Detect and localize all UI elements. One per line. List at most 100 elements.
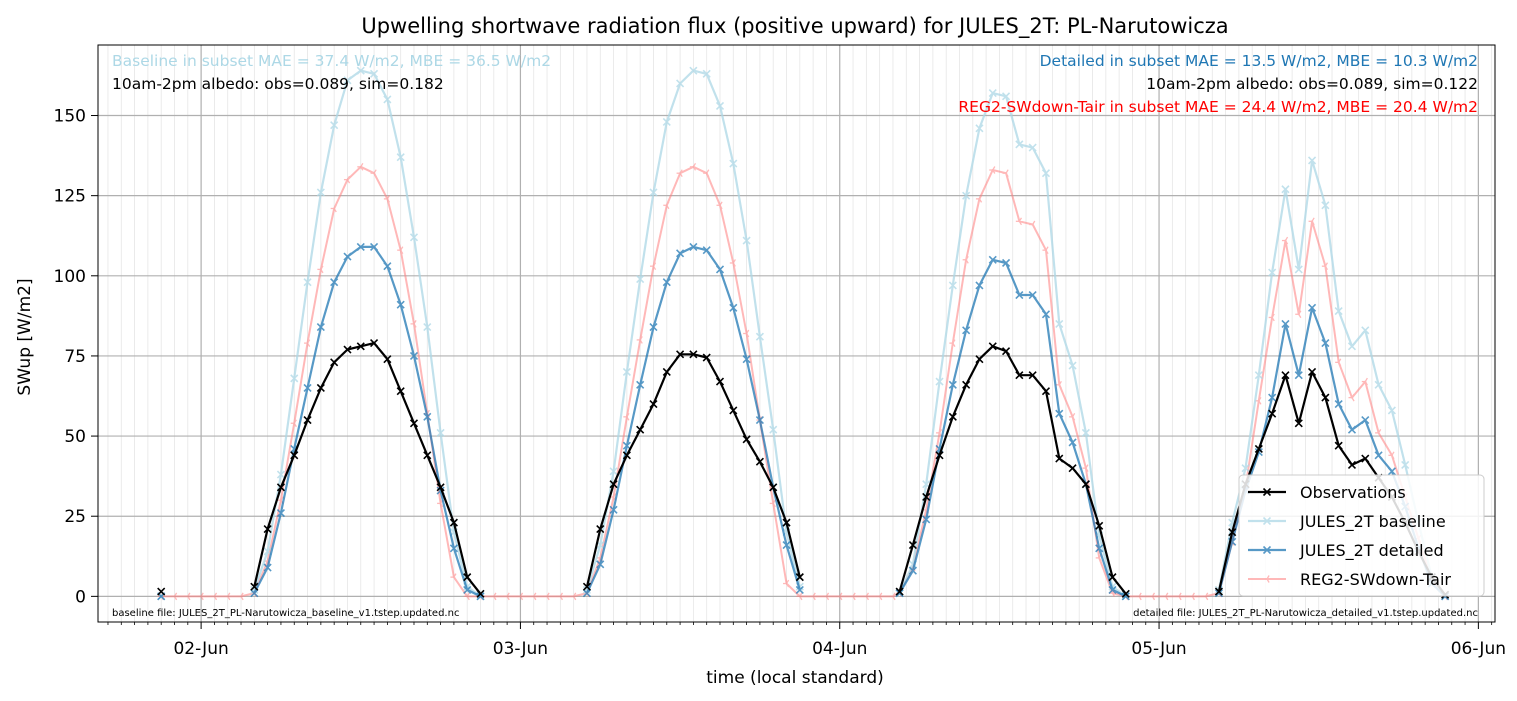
observations-point	[1361, 454, 1370, 463]
reg2-swdown-tair-point	[1018, 220, 1023, 226]
reg2-swdown-tair-point	[1284, 236, 1289, 241]
observations-point	[463, 573, 472, 582]
reg2-swdown-tair-point	[360, 166, 364, 171]
reg2-swdown-tair-point	[546, 596, 550, 601]
jules-2t-baseline-point	[1068, 361, 1077, 370]
reg2-swdown-tair-point	[706, 172, 710, 178]
series-layer	[157, 66, 1450, 601]
reg2-swdown-tair-point	[519, 592, 524, 597]
reg2-swdown-tair-point	[1045, 246, 1049, 251]
series-observations	[157, 339, 1450, 599]
observations-point	[962, 380, 971, 389]
reg2-swdown-tair-point	[865, 596, 870, 601]
jules-2t-baseline-point	[1387, 406, 1396, 415]
reg2-swdown-tair-point	[1178, 596, 1182, 601]
observations-point	[1095, 521, 1104, 530]
observations-point	[689, 350, 698, 359]
jules-2t-detailed-point	[356, 242, 365, 252]
reg2-swdown-tair-point	[293, 422, 297, 428]
reg2-swdown-tair-point	[559, 596, 563, 601]
reg2-swdown-tair-point	[879, 592, 883, 597]
reg2-swdown-tair-point	[1058, 380, 1062, 386]
reg2-swdown-tair-point	[892, 592, 896, 597]
reg2-swdown-tair-point	[719, 201, 723, 206]
reg2-swdown-tair-point	[346, 175, 351, 180]
reg2-swdown-tair-point	[1298, 310, 1302, 315]
reg2-swdown-tair-point	[546, 592, 550, 597]
jules-2t-detailed-point	[1068, 438, 1077, 447]
reg2-swdown-tair-point	[493, 592, 497, 597]
reg2-swdown-tair-point	[652, 265, 657, 271]
jules-2t-detailed-point	[1108, 585, 1117, 595]
legend-label-observations: Observations	[1300, 483, 1406, 502]
jules-2t-baseline-point	[975, 124, 984, 133]
jules-2t-detailed-point	[895, 589, 904, 598]
jules-2t-baseline-point	[396, 153, 405, 162]
jules-2t-detailed-point	[742, 355, 751, 364]
plot-frame	[97, 44, 1496, 623]
reg2-swdown-tair-point	[1311, 220, 1315, 226]
legend-label-jules-2t-baseline: JULES_2T baseline	[1299, 512, 1446, 532]
observations-point	[409, 419, 419, 428]
reg2-swdown-tair-point	[865, 592, 870, 597]
reg2-swdown-tair-point	[719, 204, 723, 210]
reg2-swdown-tair-point	[333, 204, 337, 209]
jules-2t-detailed-point	[1347, 425, 1357, 434]
reg2-swdown-tair-point	[746, 329, 750, 334]
jules-2t-detailed-point	[922, 515, 931, 524]
jules-2t-baseline-point	[370, 69, 379, 78]
jules-2t-detailed-point	[423, 412, 432, 421]
jules-2t-detailed-point	[1028, 290, 1037, 300]
jules-2t-baseline-point	[1374, 380, 1383, 389]
jules-2t-baseline-point	[383, 95, 392, 104]
jules-2t-detailed-point	[702, 246, 711, 255]
legend: Observations JULES_2T baseline JULES_2T de…	[1238, 474, 1485, 597]
observations-point	[343, 345, 352, 354]
reg2-swdown-tair-point	[453, 576, 457, 581]
reg2-swdown-tair-point	[306, 339, 311, 344]
observations-point	[649, 399, 658, 409]
reg2-swdown-tair-point	[1005, 172, 1009, 178]
reg2-swdown-tair-point	[1045, 249, 1049, 254]
reg2-swdown-tair-point	[453, 573, 457, 578]
reg2-swdown-tair-point	[852, 596, 856, 601]
jules-2t-detailed-point	[988, 255, 997, 264]
reg2-swdown-tair-point	[240, 592, 244, 597]
jules-2t-baseline-point	[769, 425, 778, 434]
reg2-swdown-tair-point	[187, 596, 191, 601]
reg2-swdown-tair-point	[613, 493, 617, 498]
reg2-swdown-tair-point	[772, 499, 776, 504]
reg2-swdown-tair-point	[679, 169, 683, 174]
y-tick-label: 25	[64, 507, 86, 527]
observations-point	[1108, 573, 1117, 582]
jules-2t-detailed-point	[396, 300, 405, 309]
reg2-swdown-tair-point	[1205, 592, 1209, 597]
reg2-swdown-tair-point	[1032, 220, 1036, 225]
observations-point	[356, 342, 365, 351]
jules-2t-baseline-point	[715, 101, 725, 110]
jules-2t-baseline-point	[1294, 265, 1303, 274]
reg2-swdown-tair-point	[732, 259, 736, 264]
jules-2t-baseline-point	[316, 188, 325, 197]
jules-2t-baseline-point	[1268, 268, 1277, 277]
reg2-swdown-tair-point	[360, 162, 364, 168]
jules-2t-baseline-line	[253, 69, 482, 598]
jules-2t-baseline-point	[988, 89, 997, 98]
reg2-swdown-tair-point	[1271, 313, 1275, 318]
jules-2t-baseline-point	[1401, 460, 1410, 469]
reg2-swdown-tair-point	[652, 262, 657, 267]
reg2-swdown-tair-point	[852, 592, 856, 597]
reg2-swdown-tair-point	[825, 592, 830, 597]
reg2-swdown-tair-point	[213, 596, 218, 601]
jules-2t-baseline-point	[689, 66, 698, 75]
jules-2t-baseline-point	[409, 233, 419, 242]
jules-2t-baseline-point	[436, 428, 445, 437]
observations-point	[988, 342, 997, 351]
observations-point	[303, 415, 312, 425]
reg2-swdown-tair-point	[1085, 467, 1089, 472]
jules-2t-detailed-point	[1294, 371, 1303, 380]
jules-2t-detailed-point	[948, 380, 957, 389]
reg2-swdown-tair-point	[173, 596, 178, 601]
reg2-swdown-tair-point	[306, 342, 311, 347]
reg2-swdown-tair-point	[1324, 262, 1329, 267]
